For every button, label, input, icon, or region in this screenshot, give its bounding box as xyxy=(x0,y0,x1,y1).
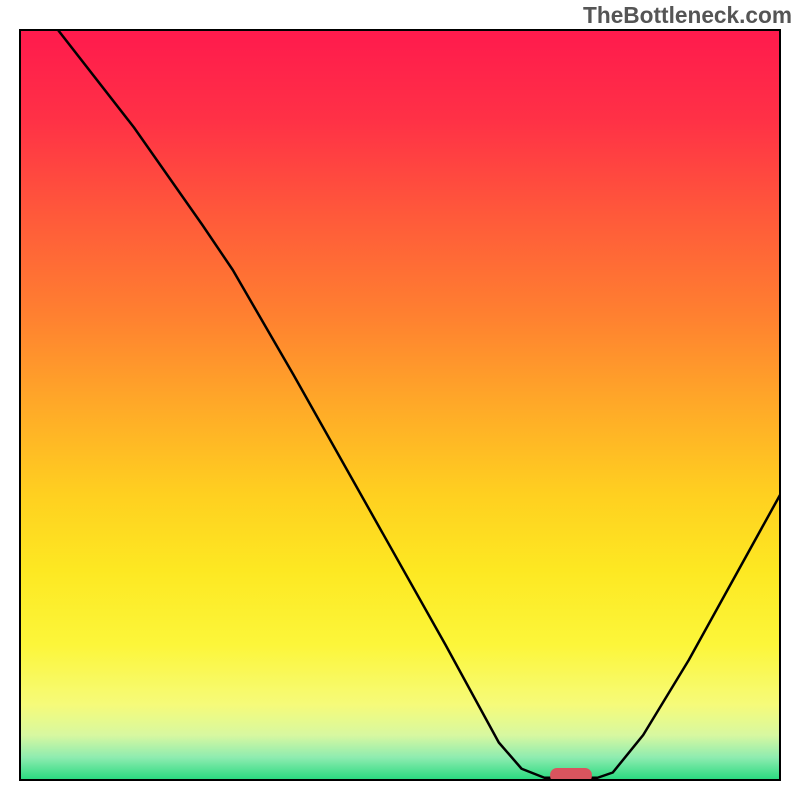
bottleneck-chart xyxy=(0,0,800,800)
chart-container: TheBottleneck.com xyxy=(0,0,800,800)
watermark-text: TheBottleneck.com xyxy=(583,2,792,29)
gradient-background xyxy=(20,30,780,780)
